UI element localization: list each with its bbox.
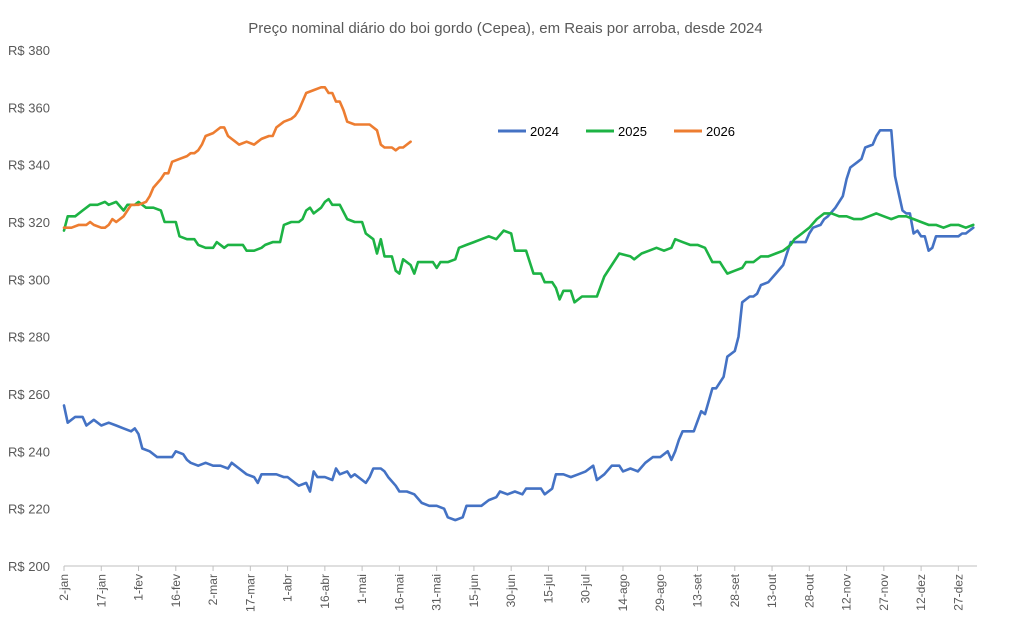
- legend: 2024 2025 2026: [498, 124, 735, 139]
- x-tick-label: 12-nov: [840, 574, 854, 611]
- x-tick-label: 13-out: [765, 573, 779, 608]
- y-tick-label: R$ 340: [8, 158, 50, 173]
- x-tick-label: 27-dez: [951, 574, 965, 611]
- y-tick-label: R$ 360: [8, 100, 50, 115]
- y-tick-label: R$ 300: [8, 272, 50, 287]
- x-tick-label: 13-set: [691, 573, 705, 607]
- x-tick-label: 28-out: [802, 573, 816, 608]
- series-line-2025: [62, 197, 975, 304]
- x-tick-label: 15-jul: [541, 574, 555, 603]
- x-tick-label: 14-ago: [616, 574, 630, 612]
- x-tick-label: 2-mar: [206, 574, 220, 605]
- y-tick-label: R$ 260: [8, 387, 50, 402]
- series-line-2026: [62, 86, 412, 229]
- chart-title: Preço nominal diário do boi gordo (Cepea…: [248, 20, 763, 37]
- y-tick-label: R$ 320: [8, 215, 50, 230]
- y-axis-ticks: R$ 200 R$ 220 R$ 240 R$ 260 R$ 280 R$ 300 R$ 3…: [8, 43, 50, 574]
- x-tick-label: 30-jul: [579, 574, 593, 603]
- x-tick-label: 1-abr: [281, 574, 295, 602]
- series-line-2024: [62, 129, 975, 522]
- x-tick-label: 29-ago: [653, 574, 667, 612]
- legend-label-2026: 2026: [706, 124, 735, 139]
- x-tick-label: 17-mar: [243, 574, 257, 612]
- x-tick-label: 15-jun: [467, 574, 481, 607]
- x-tick-label: 16-mai: [392, 574, 406, 611]
- y-tick-label: R$ 240: [8, 444, 50, 459]
- x-tick-label: 12-dez: [914, 574, 928, 611]
- x-tick-label: 17-jan: [94, 574, 108, 607]
- x-tick-label: 2-jan: [57, 574, 71, 601]
- x-tick-label: 1-mai: [355, 574, 369, 604]
- x-tick-label: 16-fev: [169, 574, 183, 607]
- y-tick-label: R$ 220: [8, 502, 50, 517]
- y-tick-label: R$ 280: [8, 330, 50, 345]
- x-tick-label: 31-mai: [430, 574, 444, 611]
- x-tick-label: 30-jun: [504, 574, 518, 607]
- x-tick-label: 16-abr: [318, 574, 332, 609]
- series-lines: [62, 86, 975, 522]
- x-tick-label: 27-nov: [877, 574, 891, 611]
- x-tick-label: 1-fev: [132, 574, 146, 601]
- x-tick-label: 28-set: [728, 573, 742, 607]
- legend-label-2024: 2024: [530, 124, 559, 139]
- legend-label-2025: 2025: [618, 124, 647, 139]
- x-axis: 2-jan 17-jan 1-fev 16-fev 2-mar 17-mar 1-abr 16…: [57, 565, 977, 612]
- y-tick-label: R$ 200: [8, 559, 50, 574]
- y-tick-label: R$ 380: [8, 43, 50, 58]
